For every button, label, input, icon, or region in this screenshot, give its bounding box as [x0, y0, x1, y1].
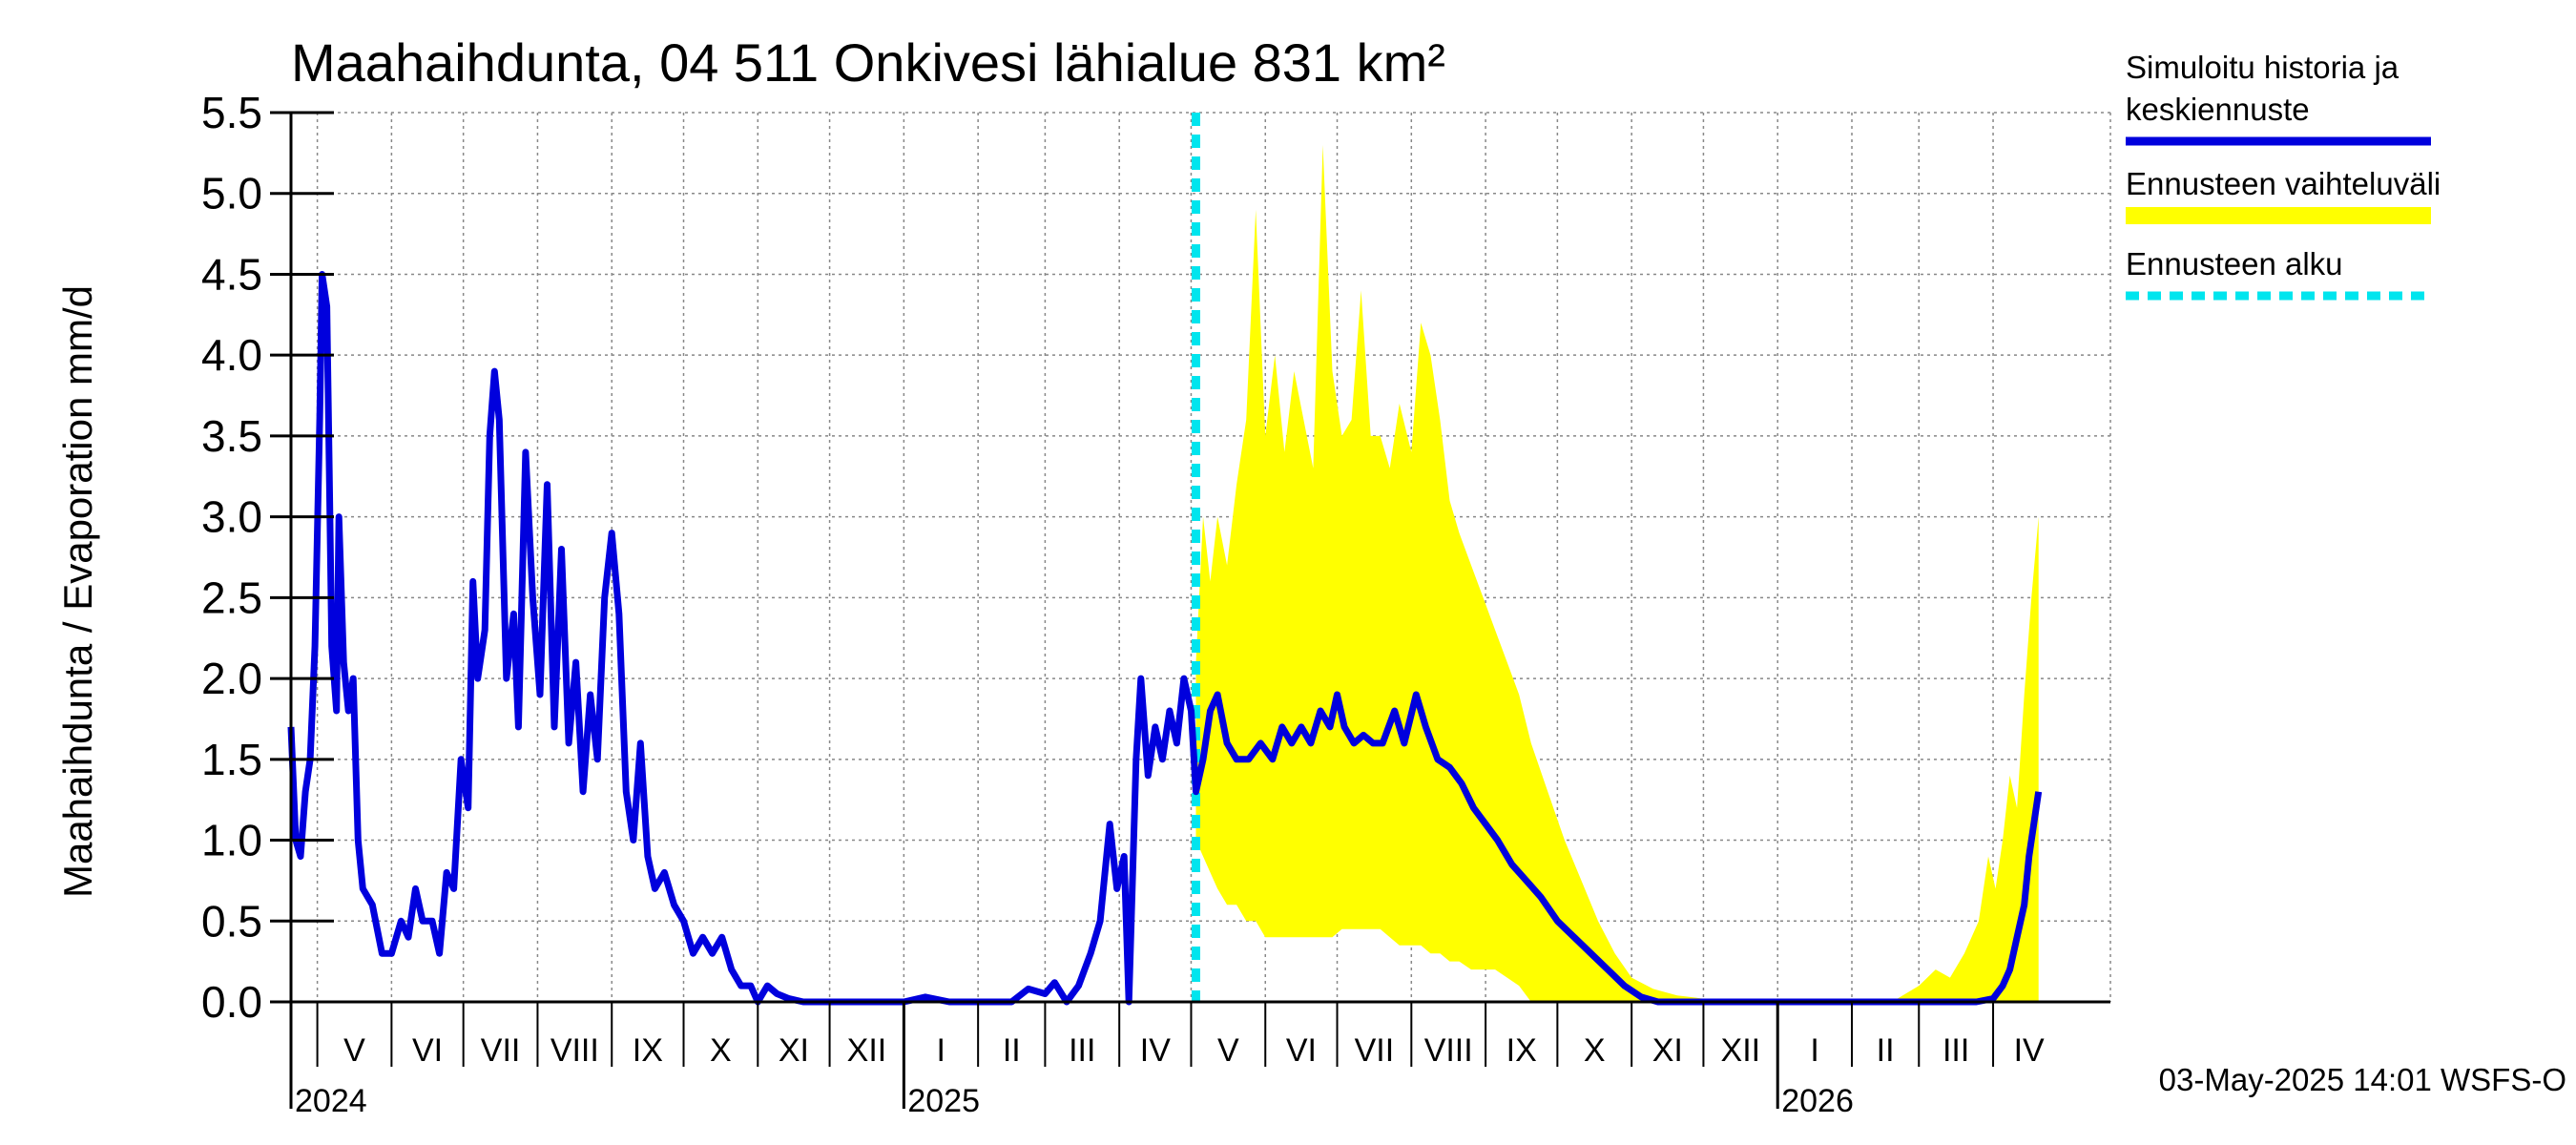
x-month-label: VII	[481, 1032, 521, 1069]
legend: Simuloitu historia ja keskiennuste Ennuste…	[2126, 50, 2441, 301]
x-month-label: X	[710, 1032, 732, 1069]
x-month-label: V	[1217, 1032, 1239, 1069]
chart-title: Maahaihdunta, 04 511 Onkivesi lähialue 8…	[291, 32, 1445, 93]
x-month-label: XII	[847, 1032, 887, 1069]
x-month-label: IX	[633, 1032, 663, 1069]
x-month-label: III	[1942, 1032, 1969, 1069]
grid-lines	[291, 112, 2111, 1003]
y-tick-label: 1.5	[201, 735, 262, 784]
legend-label: keskiennuste	[2126, 92, 2310, 127]
y-tick-label: 3.5	[201, 411, 262, 461]
x-month-label: X	[1584, 1032, 1606, 1069]
x-month-label: VIII	[1424, 1032, 1473, 1069]
x-month-label: III	[1069, 1032, 1095, 1069]
y-tick-label: 0.0	[201, 977, 262, 1027]
x-month-label: IX	[1506, 1032, 1537, 1069]
y-axis-label: Maahaihdunta / Evaporation mm/d	[55, 285, 100, 898]
axes: 0.00.51.01.52.02.53.03.54.04.55.05.5V VI V…	[201, 88, 2110, 1119]
x-month-label: II	[1003, 1032, 1021, 1069]
x-month-label: IV	[1140, 1032, 1171, 1069]
x-month-label: XI	[1652, 1032, 1683, 1069]
footer-timestamp: 03-May-2025 14:01 WSFS-O	[2159, 1062, 2566, 1097]
y-tick-label: 2.0	[201, 654, 262, 703]
y-tick-label: 4.0	[201, 330, 262, 380]
series-layer	[287, 113, 2043, 1006]
x-month-label: VI	[412, 1032, 443, 1069]
plot-area: 0.00.51.01.52.02.53.03.54.04.55.05.5V VI V…	[201, 88, 2111, 1119]
y-tick-label: 2.5	[201, 572, 262, 622]
x-month-label: I	[937, 1032, 945, 1069]
x-year-label: 2026	[1781, 1083, 1854, 1119]
y-tick-label: 3.0	[201, 492, 262, 542]
y-tick-label: 0.5	[201, 896, 262, 946]
y-tick-label: 1.0	[201, 816, 262, 865]
x-month-label: VIII	[551, 1032, 599, 1069]
y-tick-label: 4.5	[201, 249, 262, 299]
x-month-label: XII	[1721, 1032, 1761, 1069]
x-month-label: V	[343, 1032, 365, 1069]
y-tick-label: 5.0	[201, 169, 262, 219]
x-month-label: I	[1810, 1032, 1818, 1069]
x-month-label: II	[1877, 1032, 1895, 1069]
x-month-label: VII	[1355, 1032, 1395, 1069]
x-month-label: XI	[779, 1032, 809, 1069]
y-tick-label: 5.5	[201, 88, 262, 137]
legend-label: Ennusteen alku	[2126, 246, 2343, 281]
x-year-label: 2024	[295, 1083, 367, 1119]
simulated-evaporation-line	[287, 271, 2043, 1006]
x-year-label: 2025	[907, 1083, 980, 1119]
legend-label: Simuloitu historia ja	[2126, 50, 2399, 85]
x-month-label: IV	[2014, 1032, 2045, 1069]
x-month-label: VI	[1286, 1032, 1317, 1069]
forecast-range-band	[1195, 144, 2039, 1002]
legend-label: Ennusteen vaihteluväli	[2126, 166, 2441, 201]
